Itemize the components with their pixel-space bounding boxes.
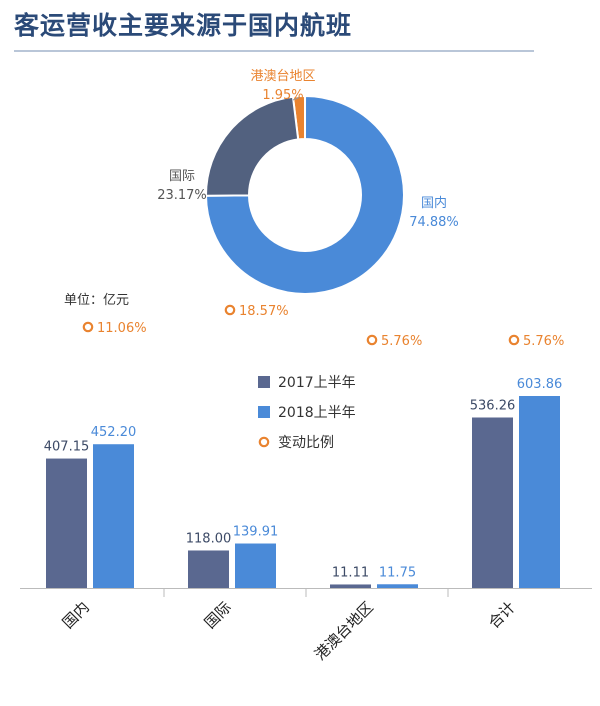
bar-value-1-1: 139.91 bbox=[233, 525, 279, 540]
change-label-1: 18.57% bbox=[239, 304, 289, 319]
bar-value-0-0: 407.15 bbox=[44, 440, 90, 455]
bar-value-0-2: 11.11 bbox=[332, 565, 369, 580]
donut-pct-2: 23.17% bbox=[157, 188, 207, 203]
donut-pct-1: 1.95% bbox=[262, 88, 303, 103]
category-label-1: 国际 bbox=[201, 598, 235, 632]
change-label-2: 5.76% bbox=[381, 334, 422, 349]
bar-value-0-3: 536.26 bbox=[470, 398, 516, 413]
legend-label-0: 2017上半年 bbox=[278, 375, 356, 391]
legend-label-2: 变动比例 bbox=[278, 435, 334, 451]
category-label-0: 国内 bbox=[59, 598, 93, 632]
bar-1-0 bbox=[93, 444, 134, 588]
change-marker-3 bbox=[508, 334, 520, 346]
change-marker-1 bbox=[224, 304, 236, 316]
legend-swatch-2 bbox=[258, 436, 270, 448]
bar-1-1 bbox=[235, 543, 276, 588]
donut-label-2: 国际 bbox=[169, 169, 195, 184]
bar-value-1-3: 603.86 bbox=[517, 377, 563, 392]
donut-pct-0: 74.88% bbox=[409, 215, 459, 230]
bar-value-0-1: 118.00 bbox=[186, 531, 232, 546]
bar-value-1-0: 452.20 bbox=[91, 425, 137, 440]
change-marker-2 bbox=[366, 334, 378, 346]
page-title: 客运营收主要来源于国内航班 bbox=[14, 11, 353, 40]
category-label-3: 合计 bbox=[485, 598, 519, 632]
legend-swatch-1 bbox=[258, 406, 270, 418]
bar-value-1-2: 11.75 bbox=[379, 565, 416, 580]
donut-label-0: 国内 bbox=[421, 195, 447, 211]
bar-0-0 bbox=[46, 458, 87, 588]
donut-slice-0 bbox=[204, 94, 405, 295]
change-marker-0 bbox=[82, 321, 94, 333]
unit-label: 单位：亿元 bbox=[64, 293, 129, 308]
legend-swatch-0 bbox=[258, 376, 270, 388]
donut-label-1: 港澳台地区 bbox=[250, 68, 315, 84]
donut-slice-2 bbox=[205, 95, 300, 197]
bar-1-2 bbox=[377, 584, 418, 588]
leader-line bbox=[292, 96, 301, 101]
bar-0-2 bbox=[330, 584, 371, 588]
legend-label-1: 2018上半年 bbox=[278, 405, 356, 421]
change-label-3: 5.76% bbox=[523, 334, 564, 349]
change-label-0: 11.06% bbox=[97, 321, 147, 336]
bar-0-1 bbox=[188, 550, 229, 588]
bar-0-3 bbox=[472, 417, 513, 588]
category-label-2: 港澳台地区 bbox=[311, 598, 377, 664]
bar-1-3 bbox=[519, 396, 560, 588]
title-divider bbox=[14, 50, 534, 52]
